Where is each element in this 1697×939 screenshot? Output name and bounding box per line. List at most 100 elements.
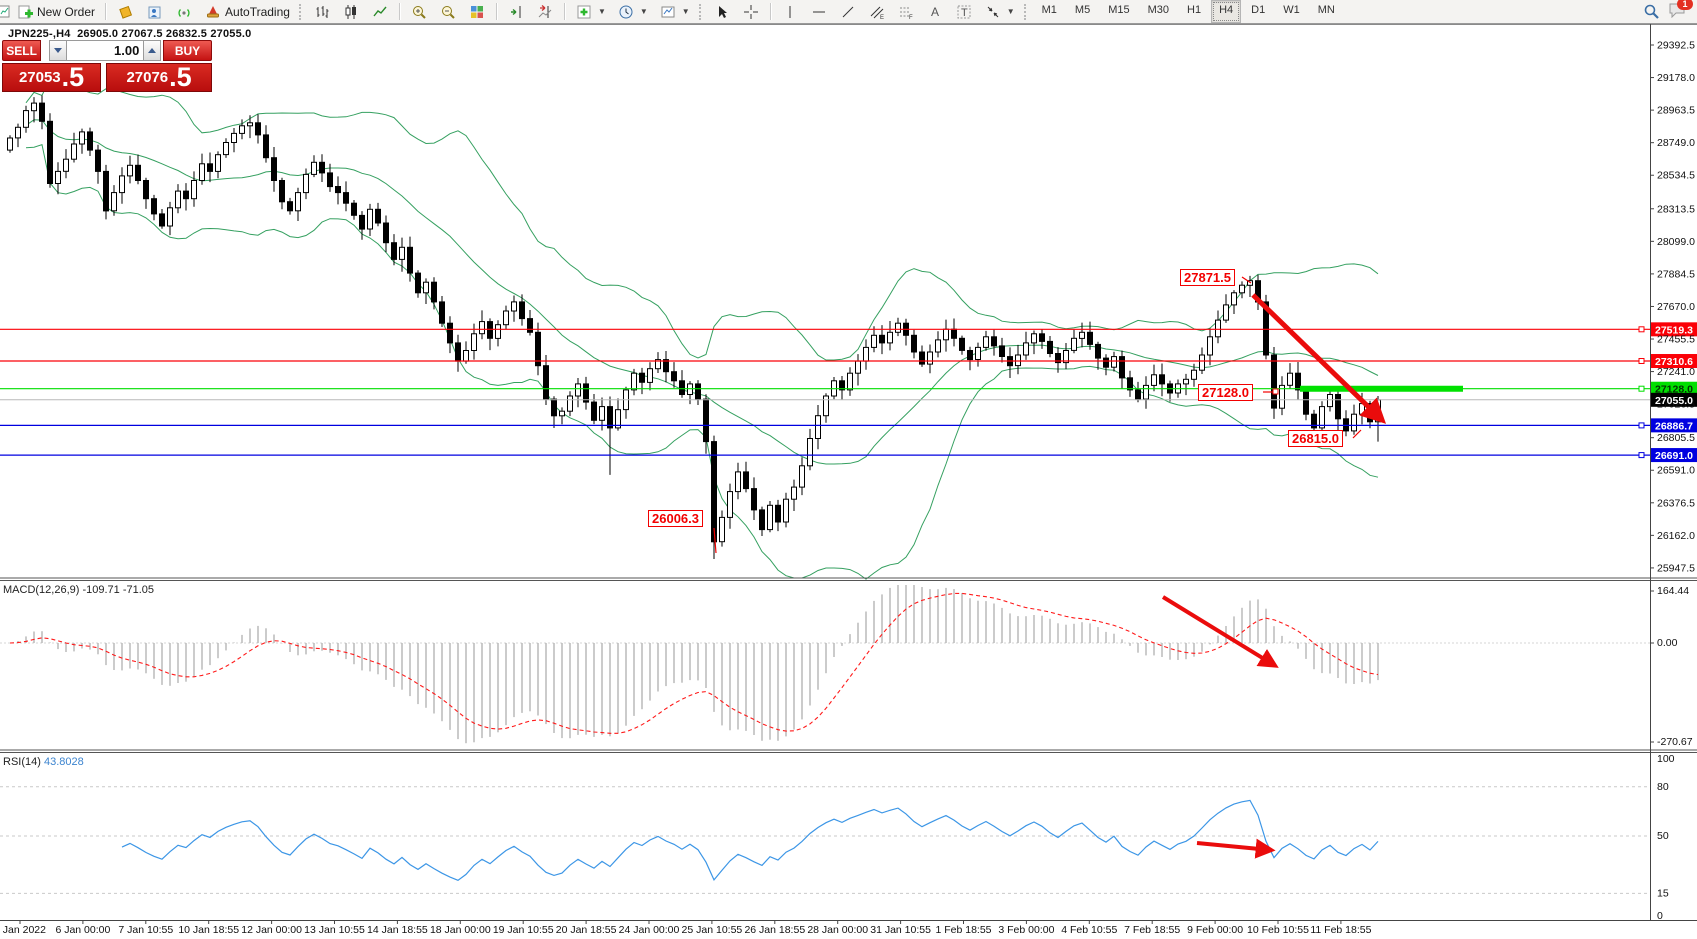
- volume-decrease-button[interactable]: [49, 40, 67, 61]
- metaeditor-button[interactable]: [111, 0, 140, 23]
- timeframe-button-m5[interactable]: M5: [1074, 4, 1091, 16]
- candle-body: [575, 383, 581, 397]
- candle-body: [967, 350, 973, 361]
- time-axis-label: 31 Jan 10:55: [870, 924, 931, 936]
- price-tag-label: 27055.0: [1655, 395, 1693, 407]
- hline-handle[interactable]: [1638, 385, 1645, 392]
- hline-handle[interactable]: [1638, 358, 1645, 364]
- candle-body: [1351, 413, 1357, 432]
- candle-body: [1335, 394, 1341, 420]
- candle-body: [135, 164, 141, 182]
- svg-text:F: F: [909, 15, 913, 20]
- chart-shift-button[interactable]: [531, 0, 560, 23]
- price-annotation-a_green[interactable]: 27128.0: [1198, 384, 1253, 401]
- bollinger-upper-band: [25, 77, 1379, 361]
- crosshair-tool-button[interactable]: [737, 0, 766, 23]
- annotation-anchor-square: [1272, 388, 1279, 395]
- timeframe-button-m30[interactable]: M30: [1147, 4, 1170, 16]
- volume-input[interactable]: 1.00: [66, 40, 144, 61]
- cursor-icon: [714, 4, 731, 20]
- vertical-line-tool-button[interactable]: [776, 0, 805, 23]
- cursor-tool-button[interactable]: [708, 0, 737, 23]
- horizontal-lines[interactable]: [0, 326, 1650, 459]
- bollinger-bands: [25, 77, 1379, 580]
- timeframe-button-h4[interactable]: H4: [1211, 0, 1242, 23]
- tile-windows-button[interactable]: [463, 0, 492, 23]
- trend-arrows[interactable]: [713, 276, 1387, 859]
- candle-body: [191, 180, 197, 200]
- price-axis-label: 28534.5: [1657, 170, 1695, 182]
- candle-body: [415, 272, 421, 294]
- sell-price-display[interactable]: 27053 .5: [2, 63, 102, 92]
- trend-arrow-rsi[interactable]: [1196, 838, 1276, 859]
- timeframe-button-m15[interactable]: M15: [1108, 4, 1130, 16]
- line-chart-mode-button[interactable]: [366, 0, 395, 23]
- chat-button[interactable]: 1: [1668, 0, 1693, 21]
- candle-body: [95, 149, 101, 172]
- candle-body: [39, 102, 45, 122]
- candle-body: [351, 202, 357, 216]
- candlestick-mode-button[interactable]: [337, 0, 366, 23]
- volume-increase-button[interactable]: [143, 40, 161, 61]
- timeframe-button-d1[interactable]: D1: [1251, 4, 1266, 16]
- new-chart-icon[interactable]: [0, 4, 10, 20]
- equidistant-channel-tool-button[interactable]: E: [863, 0, 892, 23]
- new-order-button[interactable]: New Order: [10, 0, 101, 23]
- buy-price-display[interactable]: 27076 .5: [106, 63, 212, 92]
- candle-body: [543, 365, 549, 400]
- arrows-tool-button[interactable]: ▼: [979, 0, 1021, 23]
- annotation-leader: [713, 527, 717, 554]
- timeframe-button-h1[interactable]: H1: [1187, 4, 1202, 16]
- annotation-leader: [1241, 276, 1252, 284]
- trendline-tool-button[interactable]: [834, 0, 863, 23]
- macd-axis-label: 164.44: [1657, 585, 1689, 597]
- price-axis-label: 28099.0: [1657, 236, 1695, 248]
- text-tool-button[interactable]: A: [921, 0, 950, 23]
- candle-body: [1271, 354, 1277, 409]
- chart-window[interactable]: 29392.5 29178.0 28963.5 28749.0 28534.5 28313…: [0, 24, 1697, 939]
- periods-button[interactable]: ▼: [612, 0, 654, 23]
- price-axis-label: 27884.5: [1657, 268, 1695, 280]
- zoom-out-button[interactable]: [434, 0, 463, 23]
- hline-handle[interactable]: [1638, 326, 1645, 333]
- autotrading-button[interactable]: AutoTrading: [198, 0, 296, 23]
- candle-body: [311, 161, 317, 175]
- time-axis-label: 19 Jan 10:55: [493, 924, 554, 936]
- candle-body: [935, 339, 941, 353]
- candle-body: [1079, 331, 1085, 339]
- time-axis-label: 7 Feb 18:55: [1124, 924, 1180, 936]
- price-annotation-a_crash[interactable]: 26006.3: [648, 510, 703, 527]
- candle-body: [447, 322, 453, 344]
- trend-arrow-macd[interactable]: [1161, 595, 1279, 668]
- candle-body: [855, 360, 861, 374]
- sell-button[interactable]: SELL: [2, 40, 42, 61]
- signals-button[interactable]: [169, 0, 198, 23]
- templates-button[interactable]: ▼: [654, 0, 696, 23]
- auto-scroll-button[interactable]: [502, 0, 531, 23]
- trend-arrow-main[interactable]: [1251, 293, 1387, 424]
- timeframe-button-mn[interactable]: MN: [1317, 4, 1335, 16]
- horizontal-line-tool-button[interactable]: [805, 0, 834, 23]
- candle-body: [287, 201, 293, 212]
- rsi-axis-label: 80: [1657, 781, 1669, 793]
- timeframe-button-m1[interactable]: M1: [1041, 4, 1057, 16]
- buy-button[interactable]: BUY: [162, 40, 212, 61]
- zoom-in-button[interactable]: [405, 0, 434, 23]
- price-annotation-a_low[interactable]: 26815.0: [1288, 430, 1343, 447]
- time-axis-label: 26 Jan 18:55: [744, 924, 805, 936]
- chart-canvas[interactable]: 29392.5 29178.0 28963.5 28749.0 28534.5 28313…: [0, 24, 1697, 939]
- navigator-button[interactable]: [140, 0, 169, 23]
- hline-handle[interactable]: [1638, 422, 1645, 429]
- price-annotation-a_peak[interactable]: 27871.5: [1180, 269, 1235, 286]
- hline-handle[interactable]: [1638, 452, 1645, 459]
- timeframe-button-w1[interactable]: W1: [1283, 4, 1300, 16]
- horizontal-line-icon: [811, 4, 828, 20]
- text-label-tool-button[interactable]: T: [950, 0, 979, 23]
- search-icon[interactable]: [1643, 4, 1660, 20]
- fibonacci-tool-button[interactable]: F: [892, 0, 921, 23]
- candle-body: [391, 242, 397, 260]
- bar-chart-mode-button[interactable]: [308, 0, 337, 23]
- indicators-button[interactable]: ▼: [570, 0, 612, 23]
- rsi-line: [121, 799, 1379, 882]
- rsi-axis-label: 15: [1657, 887, 1669, 899]
